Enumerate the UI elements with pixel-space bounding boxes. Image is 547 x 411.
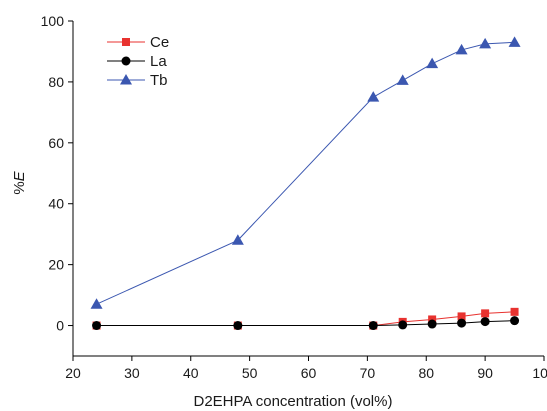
data-point-la bbox=[398, 320, 408, 330]
x-tick-label: 100 bbox=[532, 365, 547, 381]
data-point-ce bbox=[481, 309, 490, 318]
legend-marker-tb bbox=[120, 74, 132, 85]
legend-item-la: La bbox=[107, 53, 167, 70]
data-point-la bbox=[427, 319, 437, 329]
data-point-la bbox=[368, 321, 378, 331]
data-point-tb bbox=[508, 36, 521, 47]
x-tick-label: 90 bbox=[477, 365, 493, 381]
data-point-la bbox=[510, 316, 520, 326]
legend-item-tb: Tb bbox=[107, 72, 168, 89]
axes bbox=[72, 21, 544, 357]
series-ce bbox=[92, 307, 519, 330]
series-layer bbox=[90, 36, 521, 331]
series-la bbox=[92, 316, 520, 331]
legend-marker-la bbox=[121, 56, 131, 66]
legend-label-la: La bbox=[150, 53, 167, 70]
y-tick-label: 100 bbox=[41, 13, 65, 29]
x-tick-label: 20 bbox=[65, 365, 81, 381]
data-point-la bbox=[233, 321, 243, 331]
y-tick-label: 20 bbox=[48, 257, 64, 273]
data-point-tb bbox=[426, 57, 439, 69]
series-tb bbox=[90, 36, 521, 309]
ticks: 20 30 40 50 60 70 80 90 100 0 20 40 60 80 100 bbox=[41, 13, 547, 381]
x-tick-label: 60 bbox=[301, 365, 317, 381]
legend-label-ce: Ce bbox=[150, 34, 169, 51]
data-point-ce bbox=[428, 315, 437, 324]
y-tick-label: 40 bbox=[48, 196, 64, 212]
data-point-ce bbox=[457, 312, 466, 321]
data-point-tb bbox=[231, 234, 244, 245]
data-point-la bbox=[92, 321, 102, 331]
y-tick-label: 0 bbox=[56, 318, 64, 334]
x-tick-label: 30 bbox=[124, 365, 140, 381]
legend-marker-ce bbox=[122, 38, 130, 46]
data-point-tb bbox=[455, 43, 468, 55]
legend-label-tb: Tb bbox=[150, 72, 168, 89]
y-axis-label-prefix: % bbox=[11, 181, 28, 194]
data-point-tb bbox=[367, 91, 380, 102]
y-tick-label: 80 bbox=[48, 74, 64, 90]
data-point-ce bbox=[510, 307, 519, 316]
data-point-la bbox=[457, 318, 467, 328]
y-tick-label: 60 bbox=[48, 135, 64, 151]
y-axis-label-variable: E bbox=[11, 170, 28, 181]
series-line-la bbox=[96, 320, 515, 327]
data-point-la bbox=[480, 317, 490, 327]
data-point-tb bbox=[90, 298, 103, 309]
legend: Ce La Tb bbox=[107, 34, 169, 89]
y-axis-label: %E bbox=[11, 170, 28, 194]
data-point-tb bbox=[396, 74, 409, 85]
x-tick-label: 40 bbox=[183, 365, 199, 381]
x-tick-label: 80 bbox=[418, 365, 434, 381]
x-tick-label: 70 bbox=[360, 365, 376, 381]
legend-item-ce: Ce bbox=[107, 34, 169, 51]
x-axis-label: D2EHPA concentration (vol%) bbox=[194, 393, 393, 410]
data-point-tb bbox=[479, 37, 492, 49]
x-tick-label: 50 bbox=[242, 365, 258, 381]
